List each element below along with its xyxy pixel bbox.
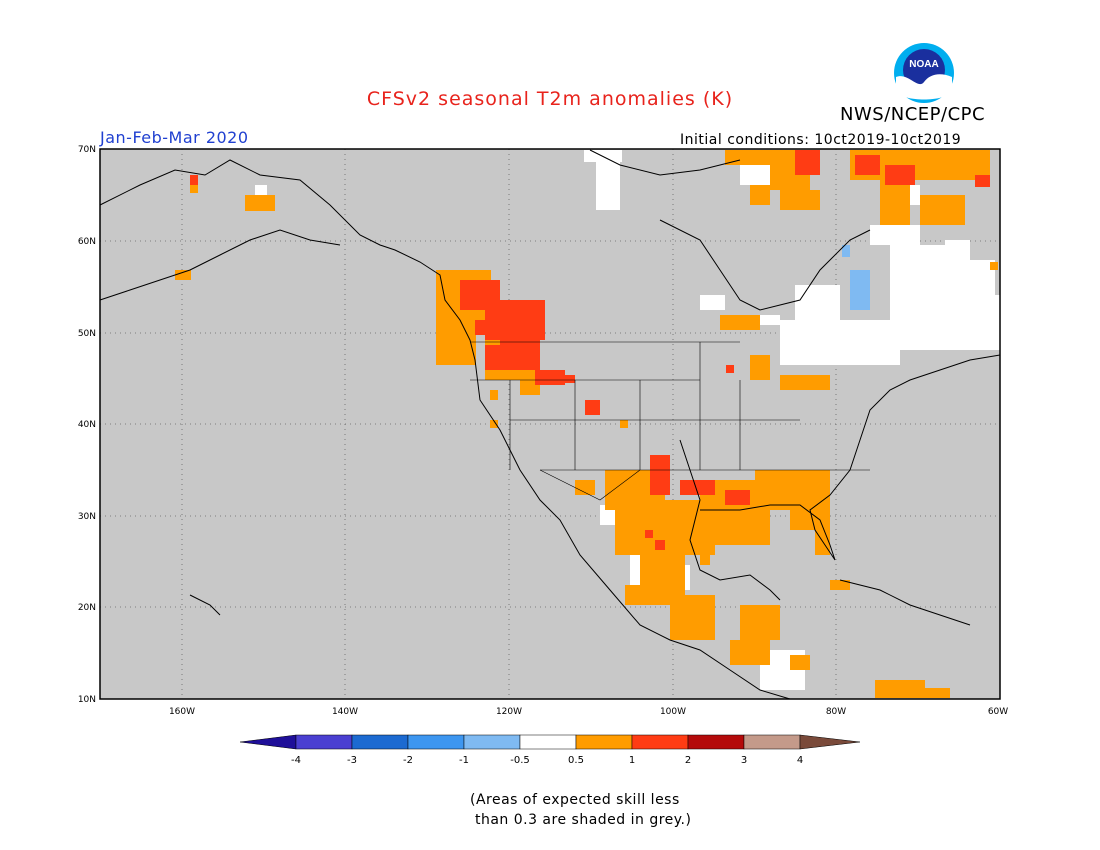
colorbar <box>239 734 861 750</box>
lat-label-30n: 30N <box>78 512 96 522</box>
skill-note: (Areas of expected skill less than 0.3 a… <box>470 792 692 828</box>
colorbar-cell-6 <box>575 734 633 750</box>
colorbar-cell-5 <box>519 734 577 750</box>
noaa-logo-text: NOAA <box>909 59 938 70</box>
colorbar-label: 1 <box>629 755 635 766</box>
lat-label-20n: 20N <box>78 603 96 613</box>
lon-label-160w: 160W <box>169 707 195 717</box>
anomaly-cells-lightblue <box>842 245 870 310</box>
noaa-logo-gull <box>896 74 952 100</box>
lat-label-10n: 10N <box>78 695 96 705</box>
agency-label: NWS/NCEP/CPC <box>840 104 986 125</box>
colorbar-cell-min <box>239 734 297 750</box>
colorbar-cell-9 <box>743 734 801 750</box>
colorbar-labels: -4 -3 -2 -1 -0.5 0.5 1 2 3 4 <box>291 755 803 766</box>
colorbar-cell-max <box>799 734 861 750</box>
longitude-labels: 160W 140W 120W 100W 80W 60W <box>169 707 1008 717</box>
colorbar-label: -0.5 <box>510 755 530 766</box>
season-label: Jan-Feb-Mar 2020 <box>100 128 249 147</box>
lon-label-100w: 100W <box>660 707 686 717</box>
latitude-labels: 70N 60N 50N 40N 30N 20N 10N <box>78 145 96 705</box>
lon-label-140w: 140W <box>332 707 358 717</box>
anomaly-cells-red <box>190 150 990 550</box>
lat-label-70n: 70N <box>78 145 96 155</box>
lon-label-120w: 120W <box>496 707 522 717</box>
noaa-logo: NOAA <box>894 43 954 103</box>
colorbar-label: -2 <box>403 755 413 766</box>
colorbar-label: -1 <box>459 755 469 766</box>
political-boundaries <box>470 341 870 501</box>
colorbar-cell-2 <box>351 734 409 750</box>
lat-label-50n: 50N <box>78 329 96 339</box>
lat-label-40n: 40N <box>78 420 96 430</box>
map-frame <box>99 148 1001 700</box>
colorbar-label: 2 <box>685 755 691 766</box>
colorbar-label: 4 <box>797 755 803 766</box>
colorbar-label: 3 <box>741 755 747 766</box>
coastlines <box>99 149 1001 700</box>
lon-label-60w: 60W <box>988 707 1008 717</box>
colorbar-label: 0.5 <box>568 755 584 766</box>
anomaly-cells-white <box>255 150 1000 690</box>
chart-title: CFSv2 seasonal T2m anomalies (K) <box>366 88 734 110</box>
colorbar-cell-1 <box>295 734 353 750</box>
colorbar-cell-7 <box>631 734 689 750</box>
colorbar-cell-4 <box>463 734 521 750</box>
colorbar-label: -4 <box>291 755 301 766</box>
lon-label-80w: 80W <box>826 707 846 717</box>
colorbar-cell-8 <box>687 734 745 750</box>
graticule <box>100 149 1000 699</box>
initial-conditions-label: Initial conditions: 10ct2019-10ct2019 <box>680 132 962 148</box>
colorbar-cell-3 <box>407 734 465 750</box>
lat-label-60n: 60N <box>78 237 96 247</box>
colorbar-label: -3 <box>347 755 357 766</box>
